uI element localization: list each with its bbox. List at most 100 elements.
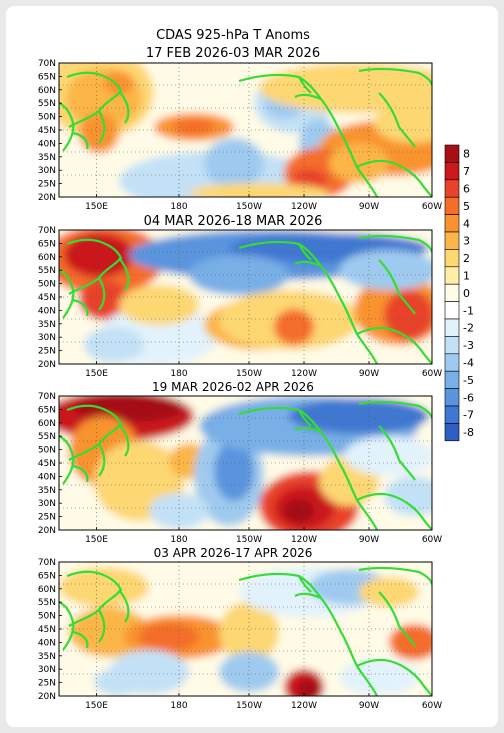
anomaly-region xyxy=(174,119,214,135)
anomaly-region xyxy=(59,567,149,607)
colorbar-swatch xyxy=(444,266,460,285)
anomaly-region xyxy=(329,143,389,183)
colorbar: 8 7 6 5 4 3 2 1 0 -1 -2 -3 -4 -5 -6 -7 -8 xyxy=(444,144,474,442)
lon-tick-label: 150W xyxy=(236,701,262,711)
lon-tick-label: 150E xyxy=(85,535,108,545)
panel-1-title: 17 FEB 2026-03 MAR 2026 xyxy=(146,46,320,61)
colorbar-label: 8 xyxy=(463,148,470,161)
lon-tick-label: 90W xyxy=(359,202,379,212)
coastline xyxy=(98,589,130,643)
anomaly-region xyxy=(384,290,432,340)
colorbar-label: -6 xyxy=(463,391,474,404)
lat-tick-label: 50N xyxy=(38,612,56,622)
lat-tick-label: 35N xyxy=(38,486,56,496)
coastline xyxy=(98,90,130,144)
coastline xyxy=(294,76,322,101)
anomaly-region xyxy=(104,71,134,95)
lat-tick-label: 30N xyxy=(38,333,56,343)
lat-tick-label: 30N xyxy=(38,499,56,509)
figure-title: CDAS 925-hPa T Anoms xyxy=(156,28,310,43)
anomaly-region xyxy=(189,183,329,197)
colorbar-label: 5 xyxy=(463,200,470,213)
lat-tick-label: 20N xyxy=(38,193,56,203)
lat-tick-label: 45N xyxy=(38,459,56,469)
anomaly-region xyxy=(84,327,144,363)
coastlines xyxy=(59,566,432,696)
lat-tick-label: 25N xyxy=(38,347,56,357)
lat-tick-label: 45N xyxy=(38,625,56,635)
lon-tick-label: 60W xyxy=(422,701,442,711)
panel-3-map: 70N 65N 60N 55N 50N 45N 40N 35N 30N 25N 20N 150E 180… xyxy=(38,392,442,545)
colorbar-label: 1 xyxy=(463,270,470,283)
coastline xyxy=(358,67,432,86)
anomaly-region xyxy=(344,436,432,476)
lat-tick-label: 40N xyxy=(38,306,56,316)
lat-tick-label: 70N xyxy=(38,59,56,69)
coastline xyxy=(294,575,322,600)
colorbar-label: 6 xyxy=(463,183,470,196)
lon-tick-label: 150E xyxy=(85,369,108,379)
colorbar-swatch xyxy=(444,336,460,355)
colorbar-swatch xyxy=(444,144,460,163)
lat-tick-label: 55N xyxy=(38,598,56,608)
coastline xyxy=(294,409,322,434)
colorbar-label: -7 xyxy=(463,409,474,422)
lat-tick-label: 60N xyxy=(38,585,56,595)
lat-tick-label: 45N xyxy=(38,293,56,303)
lon-tick-label: 90W xyxy=(359,369,379,379)
lat-tick-label: 40N xyxy=(38,638,56,648)
coastline xyxy=(66,71,123,128)
lat-tick-label: 25N xyxy=(38,513,56,523)
colorbar-swatch xyxy=(444,318,460,337)
anomaly-region xyxy=(339,250,432,290)
colorbar-swatch xyxy=(444,405,460,424)
coastline xyxy=(294,243,322,268)
coastline xyxy=(59,601,89,651)
figure-card: CDAS 925-hPa T Anoms 17 FEB 2026-03 MAR … xyxy=(6,6,498,727)
lon-tick-label: 150E xyxy=(85,701,108,711)
lon-tick-label: 60W xyxy=(422,535,442,545)
colorbar-swatch xyxy=(444,283,460,302)
colorbar-swatch xyxy=(444,179,460,198)
coastline xyxy=(66,570,123,627)
lat-tick-label: 55N xyxy=(38,266,56,276)
lat-tick-label: 70N xyxy=(38,558,56,568)
anomaly-region xyxy=(219,602,279,662)
anomaly-region xyxy=(139,623,199,651)
anomaly-region xyxy=(384,476,432,516)
lat-tick-label: 20N xyxy=(38,526,56,536)
coastlines xyxy=(59,400,432,530)
lat-tick-label: 70N xyxy=(38,392,56,402)
lon-tick-label: 90W xyxy=(359,535,379,545)
lon-tick-label: 180 xyxy=(170,535,187,545)
lat-tick-label: 65N xyxy=(38,405,56,415)
lat-tick-label: 65N xyxy=(38,239,56,249)
panel-3-title: 19 MAR 2026-02 APR 2026 xyxy=(152,380,314,394)
coastline xyxy=(358,566,432,585)
panel-2-title: 04 MAR 2026-18 MAR 2026 xyxy=(144,214,323,229)
coastlines xyxy=(59,234,432,364)
lat-tick-label: 50N xyxy=(38,446,56,456)
lon-tick-label: 180 xyxy=(170,369,187,379)
lat-tick-label: 20N xyxy=(38,360,56,370)
coastline xyxy=(358,400,432,419)
lon-tick-label: 120W xyxy=(291,535,317,545)
lon-tick-label: 180 xyxy=(170,701,187,711)
lat-tick-label: 25N xyxy=(38,180,56,190)
lat-tick-label: 35N xyxy=(38,320,56,330)
anomaly-region xyxy=(79,113,119,153)
coastlines xyxy=(59,67,432,197)
lat-tick-label: 25N xyxy=(38,679,56,689)
anomaly-region xyxy=(284,499,314,523)
coastline xyxy=(98,257,130,311)
lat-tick-label: 70N xyxy=(38,226,56,236)
lon-tick-label: 60W xyxy=(422,369,442,379)
coastline xyxy=(98,423,130,477)
colorbar-label: -1 xyxy=(463,304,474,317)
coastline xyxy=(356,658,432,696)
anomaly-field xyxy=(59,396,432,530)
coastline xyxy=(59,269,89,319)
lat-tick-label: 45N xyxy=(38,126,56,136)
lat-tick-label: 65N xyxy=(38,571,56,581)
lat-tick-label: 40N xyxy=(38,472,56,482)
